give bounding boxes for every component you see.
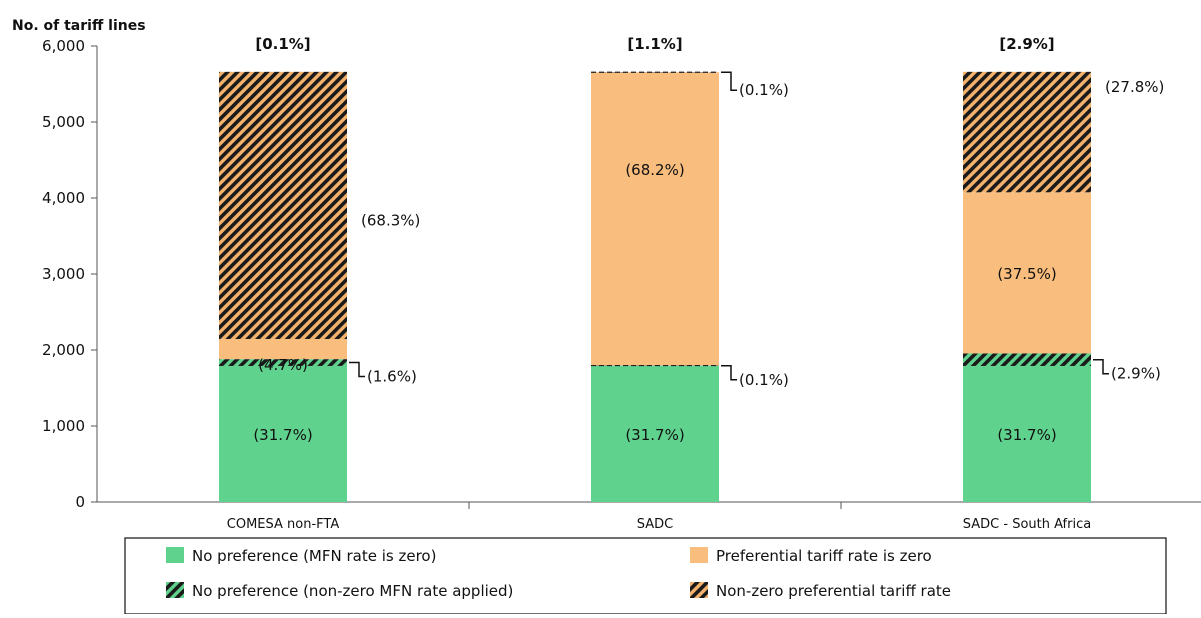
x-category-label: SADC [637, 517, 673, 532]
legend-swatch-mfn-zero [166, 547, 184, 563]
segment-value-label: (31.7%) [253, 426, 312, 444]
y-tick-label: 3,000 [42, 265, 85, 283]
x-category-label: SADC - South Africa [963, 517, 1091, 532]
segment-value-label: (31.7%) [997, 426, 1056, 444]
legend-label: No preference (MFN rate is zero) [192, 547, 436, 565]
legend-swatch-nonzero-pref [690, 582, 708, 598]
bar-top-label: [0.1%] [255, 35, 310, 53]
y-tick-label: 6,000 [42, 37, 85, 55]
y-tick-label: 0 [75, 493, 85, 511]
label-leader-line [349, 363, 365, 377]
legend-label: No preference (non-zero MFN rate applied… [192, 582, 513, 600]
legend-swatch-nonzero-mfn [166, 582, 184, 598]
segment-nonzero-mfn [963, 353, 1091, 366]
y-tick-label: 4,000 [42, 189, 85, 207]
segment-value-label: (4.7%) [258, 356, 308, 374]
y-axis-label: No. of tariff lines [12, 18, 146, 34]
segment-value-label: (68.2%) [625, 161, 684, 179]
segment-value-label: (1.6%) [367, 368, 417, 386]
legend-label: Non-zero preferential tariff rate [716, 582, 951, 600]
segment-value-label: (37.5%) [997, 265, 1056, 283]
y-tick-label: 5,000 [42, 113, 85, 131]
segment-value-label: (27.8%) [1105, 78, 1164, 96]
segment-pref-zero [591, 73, 719, 366]
segment-value-label: (31.7%) [625, 426, 684, 444]
y-tick-label: 2,000 [42, 341, 85, 359]
label-leader-line [721, 72, 737, 90]
x-category-label: COMESA non-FTA [227, 517, 340, 532]
bar-top-label: [1.1%] [627, 35, 682, 53]
segment-nonzero-pref [963, 72, 1091, 192]
y-tick-label: 1,000 [42, 417, 85, 435]
bar-top-label: [2.9%] [999, 35, 1054, 53]
legend-label: Preferential tariff rate is zero [716, 547, 932, 565]
segment-value-label: (68.3%) [361, 211, 420, 229]
segment-nonzero-pref [219, 72, 347, 339]
legend-swatch-pref-zero [690, 547, 708, 563]
label-leader-line [1093, 360, 1109, 374]
segment-value-label: (2.9%) [1111, 365, 1161, 383]
label-leader-line [721, 366, 737, 380]
segment-value-label: (0.1%) [739, 81, 789, 99]
segment-value-label: (0.1%) [739, 371, 789, 389]
